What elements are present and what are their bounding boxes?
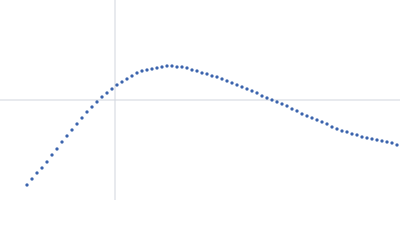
point xyxy=(290,107,294,111)
point xyxy=(105,91,109,95)
point xyxy=(215,75,219,79)
point xyxy=(90,105,94,109)
page: (() => { const data = JSON.parse(documen… xyxy=(0,0,400,200)
point xyxy=(40,166,44,170)
point xyxy=(145,68,149,72)
point xyxy=(190,68,194,72)
point xyxy=(310,116,314,120)
point xyxy=(335,127,339,131)
point xyxy=(325,122,329,126)
point xyxy=(360,135,364,139)
point xyxy=(245,87,249,91)
point xyxy=(270,98,274,102)
point xyxy=(235,83,239,87)
point xyxy=(180,65,184,69)
chart xyxy=(0,0,400,200)
point xyxy=(255,91,259,95)
point xyxy=(95,100,99,104)
point xyxy=(375,138,379,142)
point xyxy=(25,183,29,187)
point xyxy=(65,134,69,138)
point xyxy=(300,112,304,116)
point xyxy=(35,171,39,175)
point xyxy=(140,69,144,73)
point xyxy=(390,141,394,145)
point xyxy=(45,160,49,164)
point xyxy=(355,133,359,137)
point xyxy=(165,64,169,68)
point xyxy=(315,118,319,122)
point xyxy=(55,147,59,151)
point xyxy=(225,79,229,83)
point xyxy=(85,110,89,114)
point xyxy=(130,74,134,78)
point xyxy=(275,100,279,104)
point xyxy=(250,89,254,93)
point xyxy=(370,137,374,141)
point xyxy=(240,85,244,89)
point xyxy=(175,65,179,69)
point xyxy=(205,72,209,76)
point xyxy=(185,66,189,70)
point xyxy=(75,122,79,126)
point xyxy=(260,94,264,98)
point xyxy=(380,139,384,143)
point xyxy=(100,95,104,99)
point xyxy=(155,66,159,70)
point xyxy=(280,102,284,106)
point xyxy=(385,140,389,144)
point xyxy=(60,140,64,144)
point xyxy=(170,64,174,68)
point xyxy=(150,67,154,71)
point xyxy=(160,65,164,69)
point xyxy=(305,114,309,118)
point xyxy=(330,125,334,129)
point xyxy=(265,96,269,100)
point xyxy=(115,83,119,87)
point xyxy=(395,143,399,147)
point xyxy=(295,109,299,113)
point xyxy=(80,116,84,120)
point xyxy=(125,77,129,81)
point xyxy=(365,136,369,140)
point xyxy=(135,71,139,75)
point xyxy=(320,120,324,124)
point xyxy=(50,153,54,157)
point xyxy=(200,71,204,75)
point xyxy=(285,104,289,108)
point xyxy=(345,130,349,134)
point xyxy=(70,128,74,132)
point xyxy=(350,132,354,136)
point xyxy=(340,129,344,133)
point xyxy=(230,81,234,85)
point xyxy=(30,177,34,181)
point xyxy=(120,80,124,84)
point xyxy=(110,87,114,91)
point xyxy=(195,69,199,73)
point xyxy=(220,77,224,81)
point xyxy=(210,74,214,78)
